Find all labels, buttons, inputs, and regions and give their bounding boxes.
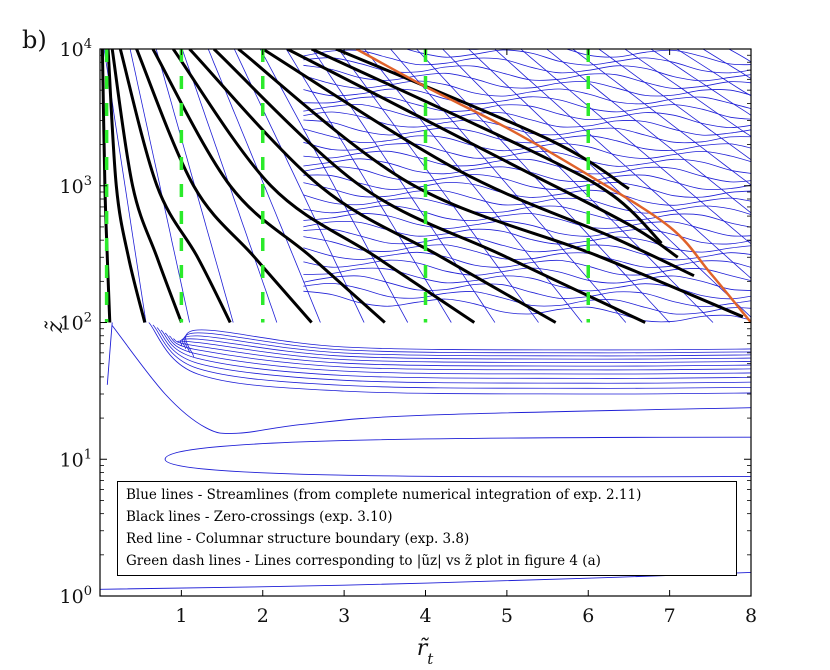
- zero-crossing-line: [237, 49, 744, 319]
- streamline: [338, 49, 539, 323]
- legend-entry-streamlines: Blue lines - Streamlines (from complete …: [126, 487, 642, 503]
- x-tick-label: 5: [501, 605, 513, 627]
- streamline: [460, 49, 751, 66]
- zero-crossing-line: [286, 49, 679, 259]
- zero-crossing-line: [262, 49, 695, 278]
- streamline: [106, 322, 113, 385]
- streamline: [259, 49, 409, 323]
- streamline: [183, 332, 751, 354]
- x-tick-label: 1: [175, 605, 187, 627]
- streamline: [416, 49, 670, 323]
- streamline: [233, 49, 365, 323]
- streamline: [303, 166, 751, 198]
- streamline: [364, 49, 583, 323]
- zero-crossing-line: [151, 49, 386, 324]
- streamline: [168, 335, 751, 371]
- panel-label: b): [22, 26, 47, 54]
- streamline: [173, 338, 751, 367]
- streamline: [303, 228, 751, 261]
- x-axis-label: r̃t: [417, 636, 435, 668]
- x-tick-label: 3: [338, 605, 350, 627]
- streamline: [111, 325, 751, 434]
- streamline: [468, 49, 751, 318]
- streamline: [177, 340, 751, 363]
- streamline: [303, 275, 751, 308]
- streamline: [442, 49, 714, 323]
- x-axis: 1 2 3 4 5 6 7 8: [175, 49, 757, 627]
- y-tick-label: 100: [60, 584, 92, 608]
- streamline: [303, 103, 751, 136]
- streamline: [624, 49, 751, 137]
- streamline: [164, 332, 751, 375]
- streamline: [181, 335, 751, 357]
- legend-entry-zero-crossings: Black lines - Zero-crossings (exp. 3.10): [126, 509, 393, 525]
- streamline: [152, 324, 751, 389]
- x-tick-label: 2: [257, 605, 269, 627]
- streamline: [303, 57, 751, 89]
- zero-crossings-group: [100, 49, 744, 324]
- y-axis-label: z̃: [43, 320, 68, 333]
- streamline: [303, 150, 751, 183]
- streamline: [572, 49, 751, 186]
- streamline: [303, 174, 751, 206]
- streamline: [148, 322, 751, 395]
- streamline: [494, 49, 751, 279]
- y-axis: 100 101 102 103 104: [60, 37, 751, 608]
- legend-box: Blue lines - Streamlines (from complete …: [117, 481, 737, 576]
- zero-crossing-line: [106, 49, 147, 323]
- streamline: [179, 338, 751, 360]
- streamline: [303, 290, 751, 323]
- y-tick-label: 102: [60, 311, 92, 335]
- y-tick-label: 101: [60, 447, 92, 471]
- streamline: [676, 49, 751, 97]
- zero-crossing-line: [110, 49, 183, 324]
- legend-entry-dash-lines: Green dash lines - Lines corresponding t…: [126, 553, 601, 569]
- streamline: [303, 236, 751, 268]
- zero-crossing-line: [335, 49, 630, 191]
- streamline: [303, 220, 751, 253]
- streamline: [312, 49, 496, 323]
- streamline: [185, 329, 751, 357]
- streamline: [303, 49, 751, 82]
- streamline: [164, 436, 751, 478]
- streamline: [303, 119, 751, 151]
- x-tick-label: 6: [582, 605, 594, 627]
- streamline: [303, 96, 751, 129]
- x-tick-label: 8: [745, 605, 757, 627]
- y-tick-label: 103: [60, 174, 92, 198]
- x-tick-label: 7: [664, 605, 676, 627]
- streamline: [303, 49, 751, 74]
- streamline: [160, 329, 751, 379]
- zero-crossing-line: [310, 49, 663, 245]
- streamline: [303, 182, 751, 215]
- y-tick-label: 104: [60, 37, 92, 61]
- streamline: [546, 49, 751, 214]
- x-tick-label: 4: [419, 605, 431, 627]
- streamline: [303, 88, 751, 120]
- streamline: [303, 128, 751, 163]
- streamline: [650, 49, 751, 116]
- streamline: [303, 75, 751, 110]
- legend-entry-boundary: Red line - Columnar structure boundary (…: [126, 531, 470, 547]
- streamline: [303, 282, 751, 315]
- zero-crossing-line: [171, 49, 476, 324]
- zero-crossing-line: [135, 49, 313, 324]
- streamline: [303, 205, 751, 237]
- zero-crossing-line: [118, 49, 232, 324]
- streamline: [755, 49, 768, 323]
- streamline: [598, 49, 751, 161]
- zero-crossing-line: [188, 49, 557, 324]
- streamline: [520, 49, 751, 245]
- streamline: [303, 194, 751, 228]
- zero-crossing-line: [212, 49, 646, 324]
- dash-lines-group: [104, 49, 590, 323]
- streamline: [156, 327, 751, 384]
